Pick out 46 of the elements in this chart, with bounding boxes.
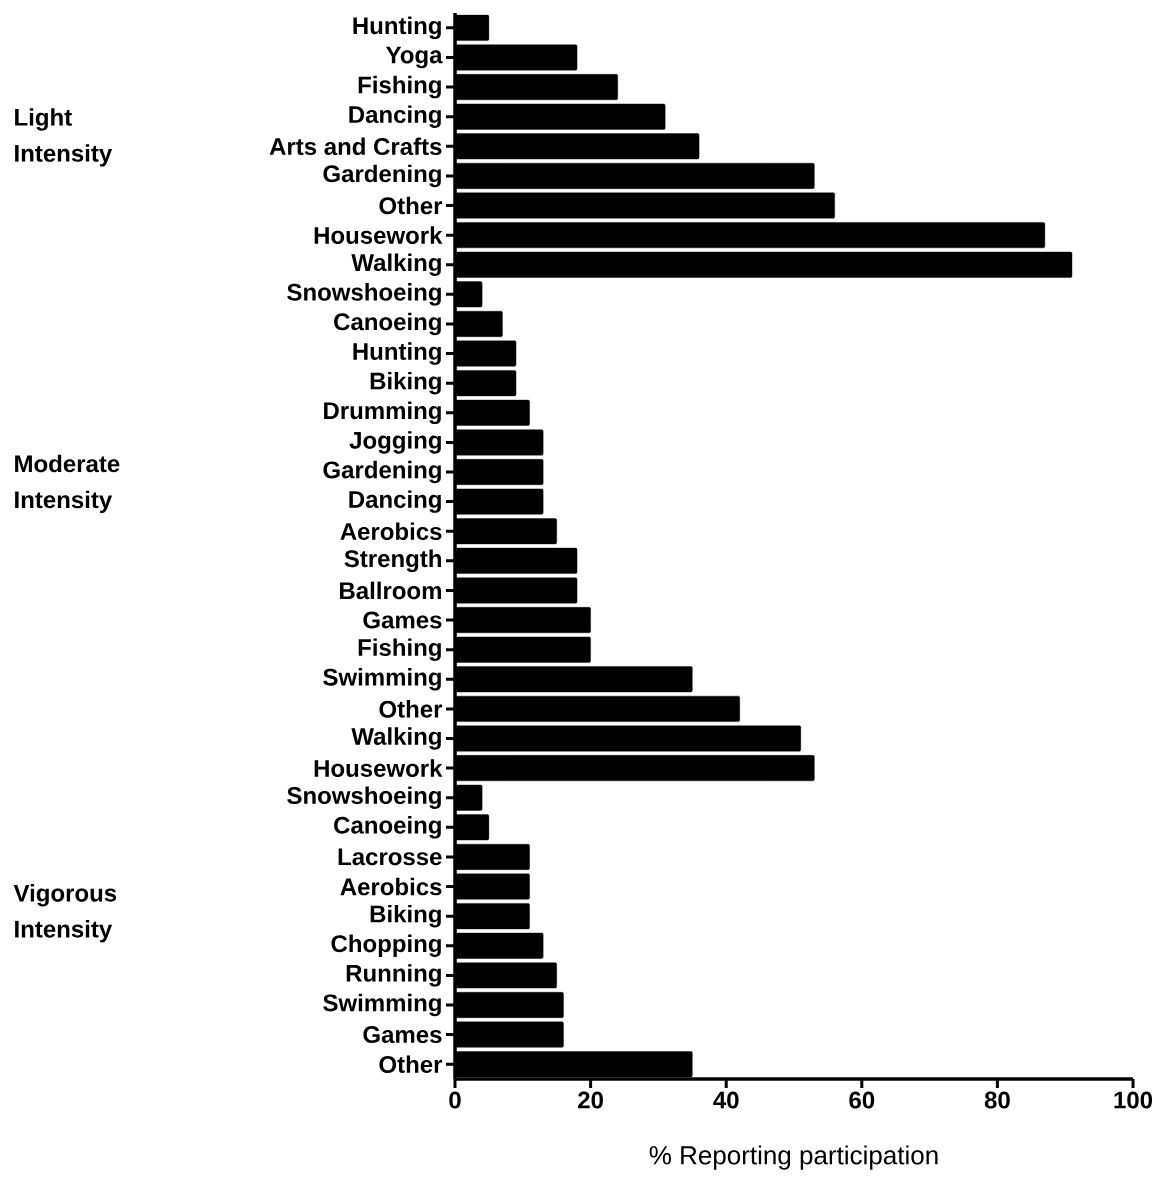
y-tick-label: Running — [346, 964, 441, 987]
y-tick-label: Swimming — [323, 993, 441, 1017]
y-tick-label: Biking — [370, 371, 441, 395]
y-tick-label: Games — [363, 611, 442, 629]
y-tick-label: Aerobics — [340, 522, 442, 541]
y-tick-label: Hunting — [353, 16, 441, 40]
y-tick-label: Other — [379, 700, 443, 718]
y-tick-label: Biking — [370, 904, 441, 928]
y-tick-label: Yoga — [385, 46, 443, 69]
y-tick-label: Housework — [314, 759, 443, 777]
y-tick-label: Chopping — [331, 934, 441, 957]
x-tick-label: 40 — [713, 1091, 739, 1109]
y-tick-label: Games — [363, 1026, 442, 1044]
y-tick-label: Snowshoeing — [287, 786, 441, 809]
y-tick-label: Ballroom — [340, 581, 441, 600]
y-tick-label: Lacrosse — [338, 848, 442, 866]
y-tick-label: Strength — [344, 549, 441, 573]
y-tick-label: Jogging — [349, 431, 441, 454]
y-tick-label: Walking — [351, 253, 441, 276]
y-tick-label: Dancing — [349, 105, 441, 128]
text: Moderate Intensity — [15, 454, 120, 514]
y-tick-label: Swimming — [323, 668, 441, 691]
x-tick-label: 80 — [984, 1091, 1010, 1109]
y-tick-label: Fishing — [358, 638, 441, 661]
y-tick-label: Drumming — [324, 401, 441, 425]
y-tick-label: Fishing — [358, 75, 441, 99]
x-axis-title: % Reporting participation — [649, 1145, 938, 1170]
y-tick-label: Canoeing — [334, 816, 441, 839]
y-tick-label: Walking — [351, 727, 441, 750]
x-tick-label: 60 — [849, 1091, 875, 1109]
y-tick-label: Canoeing — [334, 312, 441, 336]
y-tick-label: Other — [379, 196, 443, 215]
x-tick-label: 20 — [578, 1091, 603, 1109]
y-tick-label: Other — [379, 1055, 443, 1074]
text: Vigorous Intensity — [13, 884, 117, 943]
y-tick-label: Snowshoeing — [287, 283, 441, 306]
y-tick-label: Gardening — [323, 460, 441, 484]
x-tick-label: 0 — [449, 1091, 461, 1109]
y-tick-label: Aerobics — [340, 877, 442, 896]
y-tick-label: Housework — [314, 226, 443, 244]
y-tick-label: Arts and Crafts — [269, 137, 442, 156]
x-tick-label: 100 — [1114, 1091, 1153, 1109]
y-tick-label: Dancing — [349, 490, 441, 513]
y-tick-label: Hunting — [353, 342, 441, 365]
y-tick-label: Gardening — [323, 164, 441, 188]
text: Light Intensity — [15, 108, 113, 167]
